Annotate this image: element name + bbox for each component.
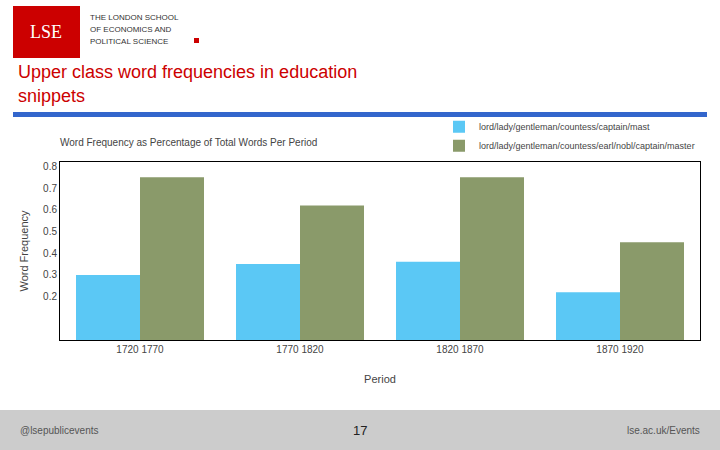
svg-text:lord/lady/gentleman/countess/e: lord/lady/gentleman/countess/earl/nobl/c…: [479, 141, 695, 151]
svg-text:lord/lady/gentleman/countess/c: lord/lady/gentleman/countess/captain/mas…: [479, 122, 650, 132]
svg-text:1870 1920: 1870 1920: [596, 344, 644, 355]
svg-text:POLITICAL SCIENCE: POLITICAL SCIENCE: [90, 37, 168, 46]
svg-text:LSE: LSE: [30, 22, 62, 42]
svg-text:Upper class word frequencies i: Upper class word frequencies in educatio…: [18, 62, 357, 82]
svg-text:Period: Period: [364, 373, 396, 385]
svg-text:0.6: 0.6: [43, 204, 57, 215]
svg-text:17: 17: [353, 423, 367, 438]
svg-text:THE LONDON SCHOOL: THE LONDON SCHOOL: [90, 13, 179, 22]
svg-text:lse.ac.uk/Events: lse.ac.uk/Events: [627, 425, 700, 436]
svg-text:0.4: 0.4: [43, 248, 57, 259]
svg-text:0.2: 0.2: [43, 291, 57, 302]
svg-text:0.7: 0.7: [43, 183, 57, 194]
svg-text:Word Frequency as Percentage o: Word Frequency as Percentage of Total Wo…: [60, 137, 317, 148]
svg-text:0.5: 0.5: [43, 226, 57, 237]
svg-text:1720 1770: 1720 1770: [116, 344, 164, 355]
svg-text:snippets: snippets: [18, 86, 85, 106]
svg-text:Word Frequency: Word Frequency: [18, 210, 30, 292]
svg-text:OF ECONOMICS AND: OF ECONOMICS AND: [90, 25, 172, 34]
svg-text:1820 1870: 1820 1870: [436, 344, 484, 355]
svg-text:0.8: 0.8: [43, 161, 57, 172]
svg-text:@lsepublicevents: @lsepublicevents: [20, 425, 99, 436]
svg-text:0.3: 0.3: [43, 269, 57, 280]
svg-text:1770 1820: 1770 1820: [276, 344, 324, 355]
